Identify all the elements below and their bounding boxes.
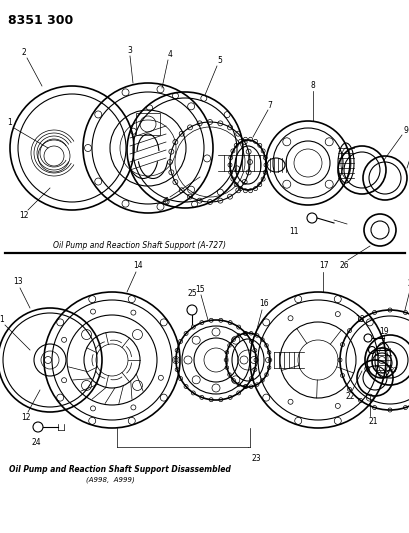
- Text: 3: 3: [127, 45, 132, 54]
- Text: 23: 23: [251, 455, 260, 464]
- Text: 16: 16: [258, 300, 268, 309]
- Text: 4: 4: [167, 50, 172, 59]
- Text: 19: 19: [378, 327, 388, 336]
- Text: 17: 17: [319, 262, 328, 271]
- Text: 27: 27: [389, 367, 398, 373]
- Text: 1: 1: [0, 316, 4, 325]
- Text: 25: 25: [187, 289, 196, 298]
- Text: 12: 12: [21, 414, 31, 423]
- Text: 9: 9: [402, 125, 407, 134]
- Text: 1: 1: [8, 117, 12, 126]
- Text: 21: 21: [367, 417, 377, 426]
- Text: 7: 7: [267, 101, 272, 109]
- Bar: [136, 113, 160, 135]
- Text: 12: 12: [19, 212, 29, 221]
- Text: 14: 14: [133, 262, 142, 271]
- Text: 15: 15: [195, 285, 204, 294]
- Text: 8351 300: 8351 300: [8, 14, 73, 27]
- Text: 6: 6: [163, 198, 168, 206]
- Text: 8: 8: [310, 80, 315, 90]
- Text: 22: 22: [344, 392, 354, 401]
- Text: 11: 11: [288, 228, 298, 237]
- Text: 26: 26: [338, 261, 348, 270]
- Text: 5: 5: [217, 55, 222, 64]
- Text: Oil Pump and Reaction Shaft Support Disassembled: Oil Pump and Reaction Shaft Support Disa…: [9, 465, 230, 474]
- Text: 2: 2: [22, 47, 26, 56]
- Text: 20: 20: [406, 279, 409, 288]
- Text: 18: 18: [354, 316, 364, 325]
- Text: Oil Pump and Reaction Shaft Support (A-727): Oil Pump and Reaction Shaft Support (A-7…: [53, 240, 226, 249]
- Text: (A998,  A999): (A998, A999): [85, 477, 134, 483]
- Text: 24: 24: [31, 439, 41, 448]
- Text: 13: 13: [13, 278, 23, 287]
